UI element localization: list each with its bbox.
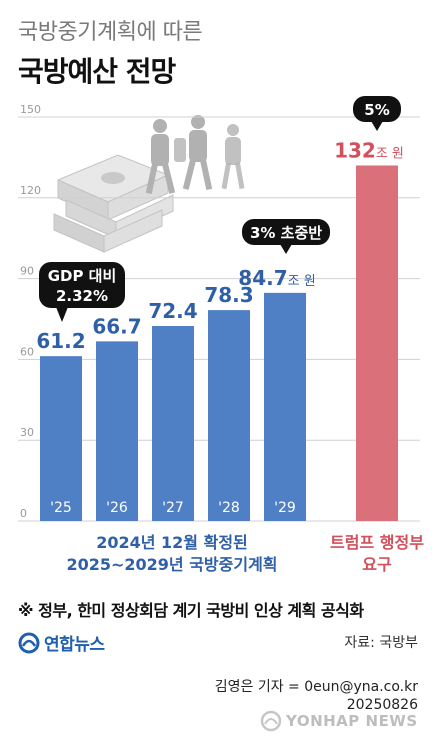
- y-tick-label: 60: [20, 345, 34, 358]
- value-label: 66.7: [92, 314, 141, 338]
- y-tick-label: 150: [20, 103, 41, 116]
- bar: [40, 356, 82, 521]
- gdp-callout-tail: [56, 307, 68, 322]
- gdp-callout-text: 2.32%: [56, 287, 108, 305]
- value-number: 84.7: [238, 266, 287, 290]
- y-tick-label: 90: [20, 265, 34, 278]
- y-tick-label: 120: [20, 184, 41, 197]
- yonhap-logo: 연합뉴스: [18, 630, 105, 655]
- value-label: 78.3: [204, 283, 253, 307]
- x-tick-label: '25: [50, 500, 72, 516]
- yonhap-logo-icon: [18, 632, 40, 653]
- chart-subtitle: 국방중기계획에 따른: [18, 20, 203, 45]
- top-callout: 5%: [353, 96, 401, 131]
- yonhap-watermark-icon: [260, 710, 282, 732]
- mid-callout-tail: [280, 244, 292, 254]
- group-label-trump: 트럼프 행정부: [330, 533, 424, 552]
- top-callout-text: 5%: [364, 101, 389, 119]
- mid-callout-text: 3% 초중반: [250, 224, 322, 242]
- bar: [264, 292, 306, 521]
- x-tick-label: '29: [274, 500, 296, 516]
- source-text: 자료: 국방부: [344, 635, 418, 651]
- bar: [152, 326, 194, 521]
- x-tick-label: '28: [218, 500, 240, 516]
- group-label-plan: 2025~2029년 국방중기계획: [66, 555, 277, 574]
- chart-title: 국방예산 전망: [18, 55, 176, 88]
- bar: [356, 165, 398, 522]
- date-text: 20250826: [346, 697, 418, 713]
- group-label-plan: 2024년 12월 확정된: [96, 533, 248, 552]
- value-label: 84.7조 원: [238, 266, 315, 290]
- top-callout-tail: [371, 121, 383, 131]
- gdp-callout-text: GDP 대비: [48, 267, 117, 285]
- gdp-callout: GDP 대비 2.32%: [39, 262, 125, 322]
- money-soldiers-illustration-icon: [53, 115, 245, 253]
- top-callout-box: [353, 96, 401, 122]
- value-label: 72.4: [148, 299, 197, 323]
- y-tick-label: 30: [20, 426, 34, 439]
- bar-chart: 0 30 60 90 120 150 61.2 '25 66.7 '26 72.4 '27 78.3 '…: [18, 96, 424, 574]
- x-tick-label: '27: [162, 500, 184, 516]
- gdp-callout-box: [39, 262, 125, 308]
- value-label: 61.2: [36, 329, 85, 353]
- bar: [208, 310, 250, 521]
- watermark: YONHAP NEWS: [260, 710, 418, 732]
- mid-callout: 3% 초중반: [242, 219, 330, 254]
- mid-callout-box: [242, 219, 330, 245]
- group-label-trump: 요구: [362, 555, 392, 574]
- y-tick-label: 0: [20, 507, 27, 520]
- logo-text: 연합뉴스: [44, 635, 105, 655]
- footnote: ※ 정부, 한미 정상회담 계기 국방비 인상 계획 공식화: [18, 601, 364, 620]
- watermark-text: YONHAP NEWS: [286, 712, 418, 730]
- value-unit: 조 원: [288, 274, 316, 289]
- value-label: 132조 원: [334, 138, 404, 162]
- x-tick-label: '26: [106, 500, 128, 516]
- reporter-credit: 김영은 기자 = 0eun@yna.co.kr: [214, 679, 418, 695]
- value-unit: 조 원: [376, 146, 404, 161]
- bar: [96, 341, 138, 521]
- value-number: 132: [334, 138, 376, 162]
